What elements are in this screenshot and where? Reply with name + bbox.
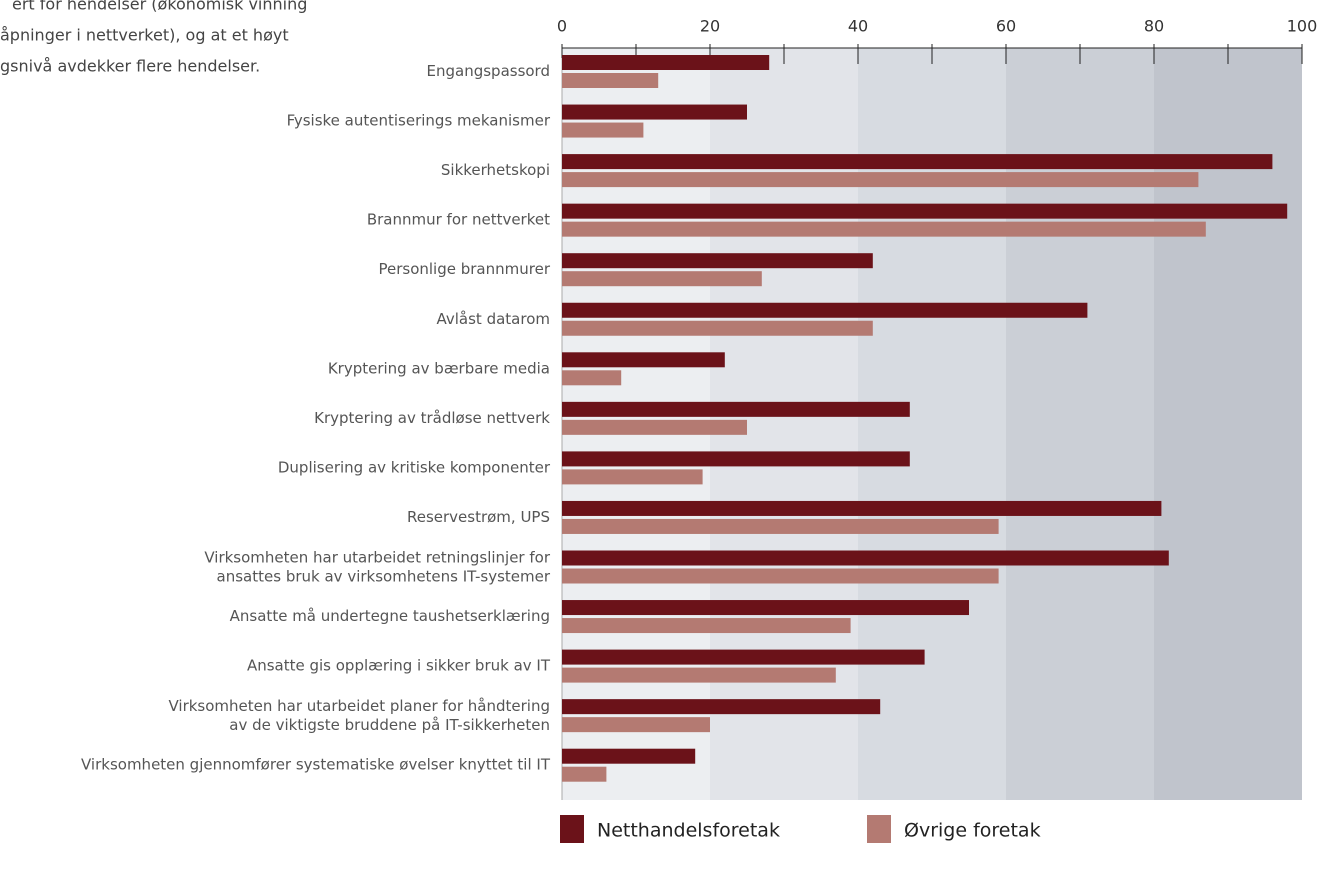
x-tick-label: 100: [1287, 17, 1318, 36]
x-tick-label: 60: [996, 17, 1016, 36]
x-tick-label: 40: [848, 17, 868, 36]
category-label: Virksomheten gjennomfører systematiske ø…: [81, 756, 551, 774]
bar: [562, 699, 881, 715]
bar: [562, 302, 1088, 318]
category-label: Avlåst datarom: [437, 310, 551, 328]
bar: [562, 154, 1273, 170]
category-label: Brannmur for nettverket: [367, 211, 550, 229]
bar: [562, 203, 1288, 219]
legend-swatch: [867, 815, 891, 843]
bar: [562, 352, 725, 368]
bar: [562, 518, 999, 534]
intro-text: ert for hendelser (økonomisk vinning: [12, 0, 307, 14]
category-label: Ansatte gis opplæring i sikker bruk av I…: [247, 657, 551, 675]
bar: [562, 122, 644, 138]
category-label: Sikkerhetskopi: [441, 161, 550, 179]
bar: [562, 500, 1162, 516]
legend-swatch: [560, 815, 584, 843]
bar: [562, 649, 925, 665]
bar: [562, 550, 1169, 566]
category-label: Kryptering av trådløse nettverk: [314, 409, 550, 427]
category-label: Fysiske autentiserings mekanismer: [287, 112, 551, 130]
bar: [562, 451, 910, 467]
legend-label: Netthandelsforetak: [597, 820, 780, 842]
intro-text: åpninger i nettverket), og at et høyt: [0, 26, 289, 45]
bar: [562, 73, 659, 88]
bar: [562, 104, 747, 120]
category-label: Ansatte må undertegne taushetserklæring: [230, 607, 550, 625]
category-label-line: ansattes bruk av virksomhetens IT-system…: [217, 567, 551, 585]
category-label: Reservestrøm, UPS: [407, 508, 550, 526]
category-label: Virksomheten har utarbeidet planer for h…: [168, 697, 550, 734]
bar: [562, 55, 770, 70]
bar: [562, 568, 999, 584]
bar: [562, 253, 873, 269]
bar: [562, 419, 747, 435]
intro-text: gsnivå avdekker flere hendelser.: [0, 57, 260, 76]
bar: [562, 172, 1199, 188]
category-label: Personlige brannmurer: [378, 260, 550, 278]
x-tick-label: 20: [700, 17, 720, 36]
bar: [562, 618, 851, 634]
category-label: Kryptering av bærbare media: [328, 359, 550, 377]
category-label: Virksomheten har utarbeidet retningslinj…: [204, 548, 550, 585]
bar: [562, 370, 622, 386]
bar: [562, 748, 696, 764]
x-tick-label: 0: [557, 17, 567, 36]
legend-label: Øvrige foretak: [904, 820, 1041, 842]
category-label: Duplisering av kritiske komponenter: [278, 458, 551, 476]
x-tick-label: 80: [1144, 17, 1164, 36]
bar: [562, 717, 710, 733]
bar: [562, 766, 607, 782]
bar: [562, 221, 1206, 237]
category-label: Engangspassord: [427, 62, 551, 80]
bar: [562, 600, 969, 616]
bar: [562, 401, 910, 417]
bar: [562, 667, 836, 683]
category-label-line: Virksomheten har utarbeidet retningslinj…: [204, 548, 550, 566]
category-label-line: Virksomheten har utarbeidet planer for h…: [168, 697, 550, 715]
category-label-line: av de viktigste bruddene på IT-sikkerhet…: [229, 716, 550, 734]
bar: [562, 469, 703, 485]
bar: [562, 320, 873, 336]
bar: [562, 271, 762, 287]
